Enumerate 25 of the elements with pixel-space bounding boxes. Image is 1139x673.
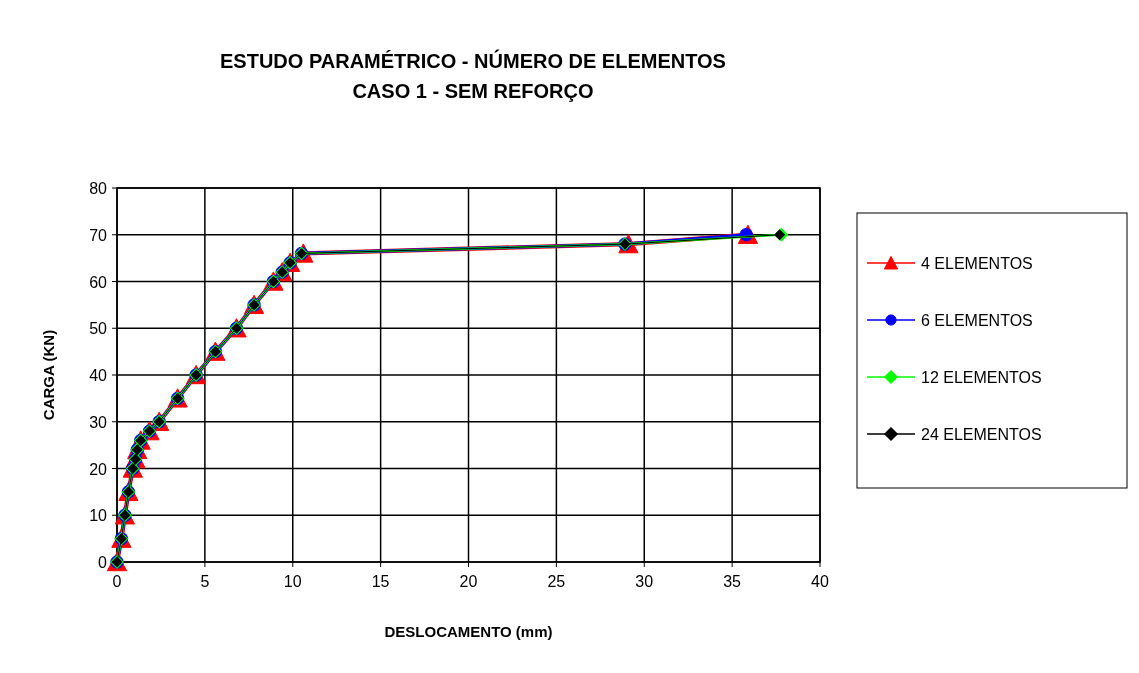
x-tick-label: 20 [459,573,478,590]
legend-label: 6 ELEMENTOS [921,312,1033,329]
legend-label: 12 ELEMENTOS [921,369,1042,386]
chart-title: ESTUDO PARAMÉTRICO - NÚMERO DE ELEMENTOS CASO 1 - SEM REFORÇO [220,49,726,102]
y-axis-title: CARGA (KN) [40,329,57,421]
x-axis-title: DESLOCAMENTO (mm) [384,623,553,640]
y-tick-label: 60 [89,273,108,291]
x-tick-label: 15 [371,573,390,590]
legend-label: 4 ELEMENTOS [921,255,1033,272]
legend-label: 24 ELEMENTOS [921,426,1042,443]
y-tick-label: 20 [89,460,108,478]
x-tick-label: 0 [112,573,122,590]
x-tick-label: 5 [200,573,210,590]
x-tick-label: 40 [811,573,829,590]
x-tick-label: 25 [547,573,566,590]
y-tick-label: 30 [89,413,108,431]
y-tick-label: 50 [89,320,108,338]
y-tick-label: 70 [89,226,108,244]
x-tick-label: 35 [723,573,742,590]
y-tick-label: 40 [89,367,108,384]
y-tick-label: 0 [98,554,108,571]
y-tick-label: 10 [89,507,108,525]
x-tick-label: 30 [635,573,654,590]
y-tick-label: 80 [89,180,108,197]
x-tick-label: 10 [283,573,302,590]
